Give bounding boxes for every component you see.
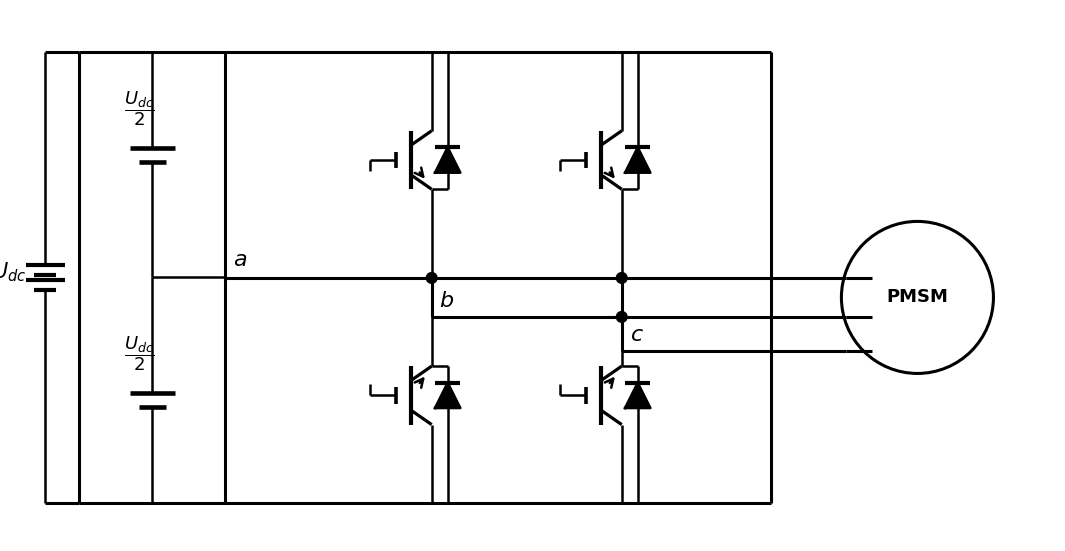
Text: PMSM: PMSM bbox=[886, 288, 948, 306]
Circle shape bbox=[617, 311, 627, 322]
Polygon shape bbox=[625, 383, 651, 408]
Circle shape bbox=[426, 273, 437, 283]
Text: $U_{dc}$: $U_{dc}$ bbox=[0, 261, 26, 284]
Text: $\dfrac{U_{dc}}{2}$: $\dfrac{U_{dc}}{2}$ bbox=[125, 89, 155, 128]
Text: $c$: $c$ bbox=[629, 325, 643, 345]
Polygon shape bbox=[435, 383, 460, 408]
Text: $\dfrac{U_{dc}}{2}$: $\dfrac{U_{dc}}{2}$ bbox=[125, 334, 155, 372]
Circle shape bbox=[617, 273, 627, 283]
Text: $b$: $b$ bbox=[440, 291, 455, 311]
Polygon shape bbox=[435, 147, 460, 172]
Polygon shape bbox=[625, 147, 651, 172]
Text: $a$: $a$ bbox=[233, 250, 247, 270]
